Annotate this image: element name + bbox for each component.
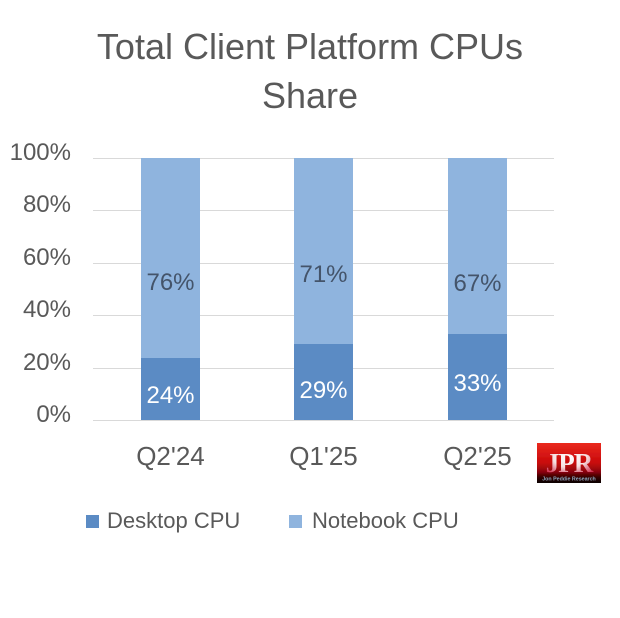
- svg-text:Jon Peddie Research: Jon Peddie Research: [542, 477, 596, 483]
- svg-text:JPR: JPR: [546, 448, 594, 478]
